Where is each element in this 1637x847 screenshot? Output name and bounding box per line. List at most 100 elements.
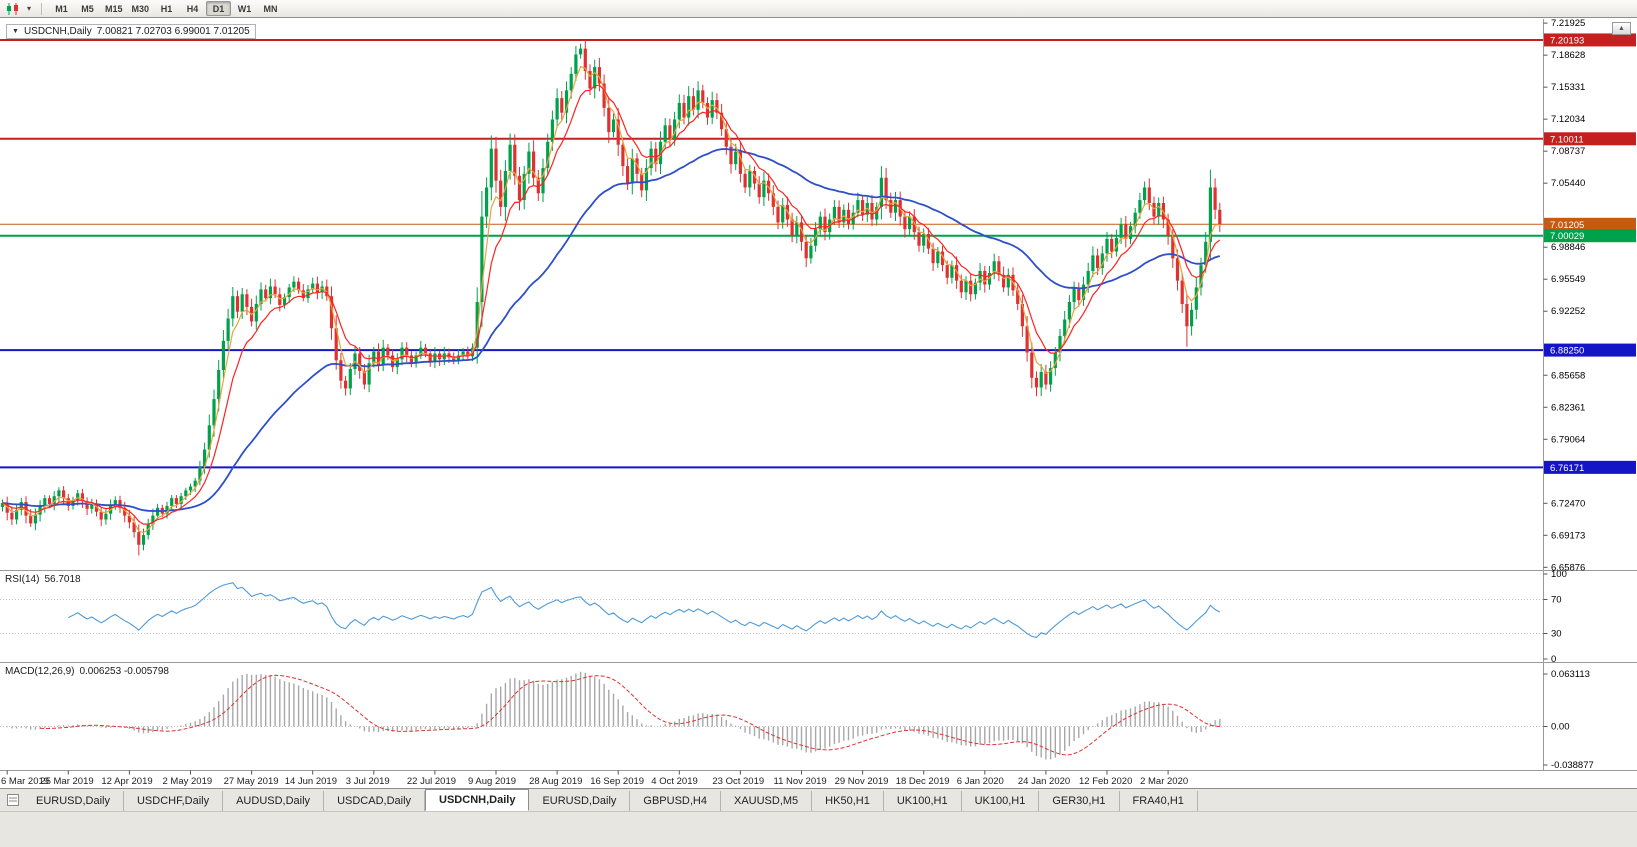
timeframe-button-d1[interactable]: D1 bbox=[206, 1, 232, 16]
rsi-pane-title: RSI(14) 56.7018 bbox=[5, 574, 81, 585]
timeframe-button-mn[interactable]: MN bbox=[263, 3, 278, 14]
macd-pane-title: MACD(12,26,9) 0.006253 -0.005798 bbox=[5, 666, 169, 677]
ma-mid-red bbox=[2, 84, 1221, 525]
moving-averages-layer bbox=[2, 65, 1221, 534]
ma-fast-orange bbox=[2, 65, 1220, 534]
symbol-selector[interactable]: ▼ USDCNH,Daily 7.00821 7.02703 6.99001 7… bbox=[6, 24, 256, 39]
svg-text:6.82361: 6.82361 bbox=[1551, 402, 1585, 413]
symbol-dropdown-icon: ▼ bbox=[12, 28, 19, 35]
svg-text:9 Aug 2019: 9 Aug 2019 bbox=[468, 776, 516, 787]
chart-tab-usdcad-daily-3[interactable]: USDCAD,Daily bbox=[324, 791, 426, 811]
svg-text:23 Oct 2019: 23 Oct 2019 bbox=[712, 776, 764, 787]
timeframe-button-h1[interactable]: H1 bbox=[160, 3, 173, 14]
svg-text:30: 30 bbox=[1551, 629, 1562, 640]
svg-text:27 May 2019: 27 May 2019 bbox=[224, 776, 279, 787]
chart-tab-eurusd-daily-5[interactable]: EURUSD,Daily bbox=[529, 791, 631, 811]
axes-layer: 7.21925 7.18628 7.15331 7.12034 7.08737 7.054… bbox=[0, 19, 1637, 787]
chart-tab-xauusd-m5-7[interactable]: XAUUSD,M5 bbox=[721, 791, 813, 811]
svg-text:0: 0 bbox=[1551, 654, 1556, 665]
chart-tab-ger30-h1-11[interactable]: GER30,H1 bbox=[1039, 791, 1120, 811]
timeframe-button-m1[interactable]: M1 bbox=[55, 3, 68, 14]
candles-layer bbox=[0, 39, 1222, 556]
chart-tab-gbpusd-h4-6[interactable]: GBPUSD,H4 bbox=[630, 791, 721, 811]
chart-tab-hk50-h1-8[interactable]: HK50,H1 bbox=[812, 791, 884, 811]
svg-text:6.88250: 6.88250 bbox=[1550, 346, 1584, 357]
svg-text:25 Mar 2019: 25 Mar 2019 bbox=[40, 776, 93, 787]
svg-text:0.00: 0.00 bbox=[1551, 721, 1570, 732]
svg-text:6.92252: 6.92252 bbox=[1551, 306, 1585, 317]
chart-tab-uk100-h1-10[interactable]: UK100,H1 bbox=[962, 791, 1040, 811]
timeframe-button-m5[interactable]: M5 bbox=[81, 3, 94, 14]
svg-text:11 Nov 2019: 11 Nov 2019 bbox=[774, 776, 827, 787]
ma-slow-blue bbox=[2, 148, 1221, 512]
svg-text:7.01205: 7.01205 bbox=[1550, 220, 1584, 231]
level-lines-layer bbox=[0, 38, 1543, 469]
svg-text:18 Dec 2019: 18 Dec 2019 bbox=[896, 776, 950, 787]
svg-text:2 Mar 2020: 2 Mar 2020 bbox=[1140, 776, 1188, 787]
svg-text:0.063113: 0.063113 bbox=[1551, 669, 1590, 680]
svg-text:7.08737: 7.08737 bbox=[1551, 146, 1585, 157]
chart-tab-uk100-h1-9[interactable]: UK100,H1 bbox=[884, 791, 962, 811]
timeframe-button-m30[interactable]: M30 bbox=[131, 3, 150, 14]
svg-text:6.95549: 6.95549 bbox=[1551, 274, 1585, 285]
chart-tab-bar: EURUSD,Daily USDCHF,Daily AUDUSD,Daily USDC… bbox=[0, 788, 1637, 811]
macd-signal-line bbox=[40, 674, 1220, 756]
svg-text:6.76171: 6.76171 bbox=[1550, 463, 1584, 474]
svg-text:7.05440: 7.05440 bbox=[1551, 178, 1585, 189]
rsi-value: 56.7018 bbox=[44, 574, 81, 585]
macd-label: MACD(12,26,9) bbox=[5, 666, 75, 677]
chart-tab-usdcnh-daily-4[interactable]: USDCNH,Daily bbox=[425, 789, 530, 811]
svg-text:6.79064: 6.79064 bbox=[1551, 434, 1585, 445]
macd-values: 0.006253 -0.005798 bbox=[79, 666, 169, 677]
svg-text:14 Jun 2019: 14 Jun 2019 bbox=[285, 776, 337, 787]
tab-list-icon[interactable] bbox=[3, 790, 23, 810]
svg-text:6 Mar 2019: 6 Mar 2019 bbox=[1, 776, 49, 787]
chart-canvas[interactable]: 7.21925 7.18628 7.15331 7.12034 7.08737 7.054… bbox=[0, 19, 1637, 788]
toolbar-separator bbox=[41, 2, 42, 15]
svg-text:16 Sep 2019: 16 Sep 2019 bbox=[590, 776, 644, 787]
svg-text:7.21925: 7.21925 bbox=[1551, 19, 1585, 29]
svg-text:12 Apr 2019: 12 Apr 2019 bbox=[101, 776, 152, 787]
svg-text:7.18628: 7.18628 bbox=[1551, 50, 1585, 61]
chart-tab-fra40-h1-12[interactable]: FRA40,H1 bbox=[1120, 791, 1198, 811]
svg-text:29 Nov 2019: 29 Nov 2019 bbox=[835, 776, 889, 787]
macd-pane bbox=[0, 671, 1543, 760]
svg-text:6.65876: 6.65876 bbox=[1551, 562, 1585, 573]
svg-text:6.98846: 6.98846 bbox=[1551, 242, 1585, 253]
chart-tab-audusd-daily-2[interactable]: AUDUSD,Daily bbox=[223, 791, 325, 811]
timeframe-buttons: M1 M5 M15 M30 H1 H4 D1 W1 MN bbox=[49, 1, 283, 16]
scroll-up-button[interactable]: ▲ bbox=[1612, 22, 1631, 35]
svg-text:12 Feb 2020: 12 Feb 2020 bbox=[1079, 776, 1132, 787]
chart-type-caret-icon[interactable]: ▾ bbox=[26, 4, 31, 13]
ohlc-values: 7.00821 7.02703 6.99001 7.01205 bbox=[96, 26, 250, 37]
svg-text:7.20193: 7.20193 bbox=[1550, 35, 1584, 46]
rsi-pane bbox=[0, 582, 1543, 638]
svg-text:100: 100 bbox=[1551, 569, 1567, 580]
svg-text:7.00029: 7.00029 bbox=[1550, 231, 1584, 242]
svg-text:6.85658: 6.85658 bbox=[1551, 370, 1585, 381]
chart-tabs: EURUSD,Daily USDCHF,Daily AUDUSD,Daily USDC… bbox=[23, 789, 1198, 811]
symbol-label: USDCNH,Daily bbox=[23, 26, 92, 37]
svg-text:7.10011: 7.10011 bbox=[1550, 134, 1584, 145]
chart-tab-usdchf-daily-1[interactable]: USDCHF,Daily bbox=[124, 791, 224, 811]
timeframe-button-h4[interactable]: H4 bbox=[186, 3, 199, 14]
svg-text:24 Jan 2020: 24 Jan 2020 bbox=[1018, 776, 1070, 787]
chart-tab-eurusd-daily-0[interactable]: EURUSD,Daily bbox=[23, 791, 124, 811]
rsi-line bbox=[68, 582, 1221, 638]
svg-text:6.72470: 6.72470 bbox=[1551, 498, 1585, 509]
timeframe-button-w1[interactable]: W1 bbox=[237, 3, 252, 14]
svg-text:6 Jan 2020: 6 Jan 2020 bbox=[957, 776, 1004, 787]
svg-text:3 Jul 2019: 3 Jul 2019 bbox=[346, 776, 390, 787]
svg-text:-0.038877: -0.038877 bbox=[1551, 760, 1594, 771]
svg-text:28 Aug 2019: 28 Aug 2019 bbox=[529, 776, 582, 787]
chart-title: ▼ USDCNH,Daily 7.00821 7.02703 6.99001 7… bbox=[6, 24, 256, 39]
timeframe-button-m15[interactable]: M15 bbox=[105, 3, 123, 14]
svg-text:2 May 2019: 2 May 2019 bbox=[163, 776, 213, 787]
status-bar bbox=[0, 811, 1637, 847]
svg-text:70: 70 bbox=[1551, 595, 1562, 606]
candlestick-chart-icon[interactable] bbox=[4, 2, 22, 16]
svg-text:7.12034: 7.12034 bbox=[1551, 114, 1585, 125]
rsi-label: RSI(14) bbox=[5, 574, 40, 585]
svg-text:22 Jul 2019: 22 Jul 2019 bbox=[407, 776, 456, 787]
